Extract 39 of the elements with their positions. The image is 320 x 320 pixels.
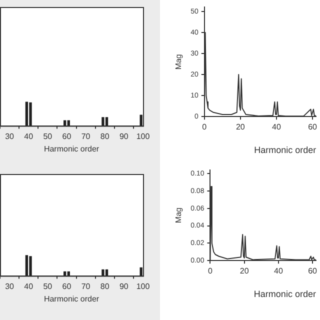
x-tick-label: 40	[274, 266, 284, 276]
y-axis-title: Mag	[174, 208, 184, 224]
bar	[29, 102, 32, 126]
bar	[63, 120, 66, 126]
x-tick-label: 60	[308, 122, 318, 132]
x-tick-label: 40	[24, 132, 34, 141]
bar	[25, 102, 28, 126]
x-tick-label: 70	[81, 132, 91, 141]
x-axis-title: Harmonic order	[44, 294, 100, 304]
x-tick-label: 100	[136, 282, 150, 291]
x-tick-label: 50	[43, 282, 53, 291]
bar	[67, 120, 70, 126]
x-tick-label: 20	[236, 122, 246, 132]
y-axis-title: Mag	[174, 54, 184, 70]
x-tick-label: 70	[81, 282, 91, 291]
x-tick-label: 80	[100, 282, 110, 291]
x-tick-label: 100	[136, 132, 150, 141]
x-tick-label: 60	[308, 266, 318, 276]
x-tick-label: 30	[5, 282, 15, 291]
bar	[29, 256, 32, 276]
x-tick-label: 30	[5, 132, 15, 141]
bar	[102, 117, 104, 126]
x-tick-label: 90	[119, 282, 129, 291]
x-tick-label: 80	[100, 132, 110, 141]
x-tick-label: 40	[24, 282, 34, 291]
x-axis-title: Harmonic order	[254, 289, 316, 300]
bar	[25, 255, 28, 276]
bar	[140, 114, 142, 126]
x-tick-label: 90	[119, 132, 129, 141]
x-tick-label: 60	[62, 132, 72, 141]
x-axis-title: Harmonic order	[44, 144, 100, 154]
x-axis-title: Harmonic order	[254, 145, 316, 156]
x-tick-label: 60	[62, 282, 72, 291]
x-tick-label: 40	[272, 122, 282, 132]
bar	[105, 117, 108, 126]
bar	[102, 269, 104, 276]
x-tick-label: 0	[208, 266, 213, 276]
x-tick-label: 20	[240, 266, 250, 276]
x-tick-label: 50	[43, 132, 53, 141]
